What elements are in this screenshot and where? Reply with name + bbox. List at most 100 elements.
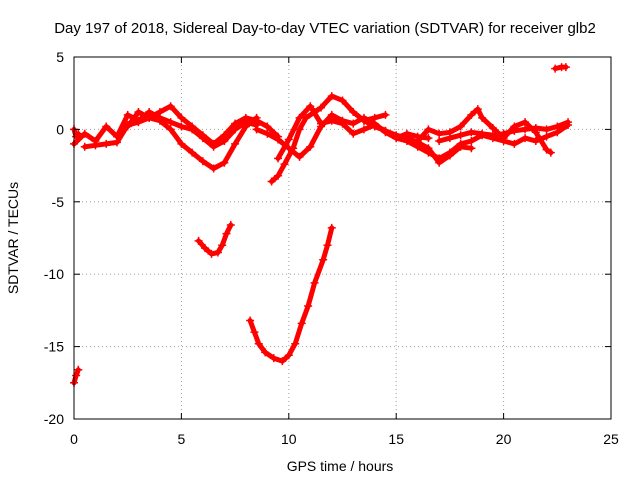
data-point: [359, 125, 368, 134]
data-point: [306, 142, 315, 151]
data-point: [317, 119, 326, 128]
data-point: [435, 129, 444, 138]
data-point: [510, 126, 519, 135]
data-point: [74, 129, 83, 138]
data-point: [310, 278, 319, 287]
data-point: [177, 122, 186, 131]
data-point: [284, 135, 293, 144]
data-point: [381, 126, 390, 135]
grid-lines: [74, 57, 611, 419]
data-point: [166, 118, 175, 127]
data-point: [319, 255, 328, 264]
data-point: [291, 339, 300, 348]
data-point: [295, 125, 304, 134]
data-point: [284, 351, 293, 360]
data-point: [467, 128, 476, 137]
data-point: [166, 125, 175, 134]
data-point: [499, 129, 508, 138]
data-point: [166, 102, 175, 111]
data-point: [297, 319, 306, 328]
x-axis-label: GPS time / hours: [287, 458, 394, 474]
data-point: [222, 229, 231, 238]
data-point: [564, 118, 573, 127]
data-point: [327, 116, 336, 125]
data-point: [241, 113, 250, 122]
data-point: [209, 139, 218, 148]
data-point: [521, 125, 530, 134]
data-point: [134, 108, 143, 117]
series-arc-12: [551, 63, 570, 73]
data-point: [102, 139, 111, 148]
series-arc-13: [70, 365, 83, 387]
data-point: [338, 96, 347, 105]
data-point: [445, 134, 454, 143]
data-point: [551, 64, 560, 73]
data-point: [435, 154, 444, 163]
data-point: [72, 371, 81, 380]
plot-frame: [73, 56, 612, 420]
chart-title: Day 197 of 2018, Sidereal Day-to-day VTE…: [54, 20, 596, 37]
data-point: [456, 139, 465, 148]
data-point: [231, 119, 240, 128]
data-point: [177, 139, 186, 148]
data-point: [349, 108, 358, 117]
x-tick-label: 20: [496, 431, 512, 447]
data-point: [435, 136, 444, 145]
data-point: [201, 244, 210, 253]
data-series: [70, 63, 573, 387]
data-point: [91, 141, 100, 150]
data-point: [542, 125, 551, 134]
data-point: [546, 148, 555, 157]
data-point: [359, 116, 368, 125]
data-point: [74, 365, 83, 374]
data-point: [370, 113, 379, 122]
data-point: [194, 236, 203, 245]
series-arc-8: [413, 105, 555, 157]
data-point: [456, 131, 465, 140]
data-point: [209, 164, 218, 173]
series-arc-9: [435, 118, 573, 145]
data-point: [252, 116, 261, 125]
data-point: [510, 139, 519, 148]
data-point: [123, 110, 132, 119]
data-point: [218, 241, 227, 250]
data-point: [327, 223, 336, 232]
data-point: [123, 122, 132, 131]
data-point: [134, 118, 143, 127]
data-point: [246, 316, 255, 325]
axis-ticks: 0 5 10 15 20 25 5 0 -5 -10 -15 -20: [44, 49, 619, 447]
data-point: [250, 328, 259, 337]
x-tick-label: 0: [70, 431, 78, 447]
data-point: [467, 136, 476, 145]
data-point: [478, 113, 487, 122]
data-point: [295, 152, 304, 161]
data-point: [488, 131, 497, 140]
data-point: [241, 122, 250, 131]
data-point: [274, 154, 283, 163]
data-point: [467, 144, 476, 153]
data-point: [274, 171, 283, 180]
data-point: [263, 122, 272, 131]
data-point: [198, 157, 207, 166]
data-point: [289, 144, 298, 153]
data-point: [467, 110, 476, 119]
data-point: [80, 142, 89, 151]
series-arc-7: [359, 116, 573, 163]
data-point: [155, 108, 164, 117]
data-point: [473, 105, 482, 114]
data-point: [338, 119, 347, 128]
series-trace: [196, 222, 234, 257]
x-tick-label: 10: [281, 431, 297, 447]
data-point: [155, 116, 164, 125]
data-point: [112, 138, 121, 147]
data-point: [304, 302, 313, 311]
data-point: [177, 113, 186, 122]
data-point: [445, 148, 454, 157]
data-point: [542, 132, 551, 141]
data-point: [478, 129, 487, 138]
data-point: [280, 160, 289, 169]
data-point: [521, 118, 530, 127]
data-point: [188, 148, 197, 157]
y-axis-label: SDTVAR / TECUs: [5, 182, 21, 294]
